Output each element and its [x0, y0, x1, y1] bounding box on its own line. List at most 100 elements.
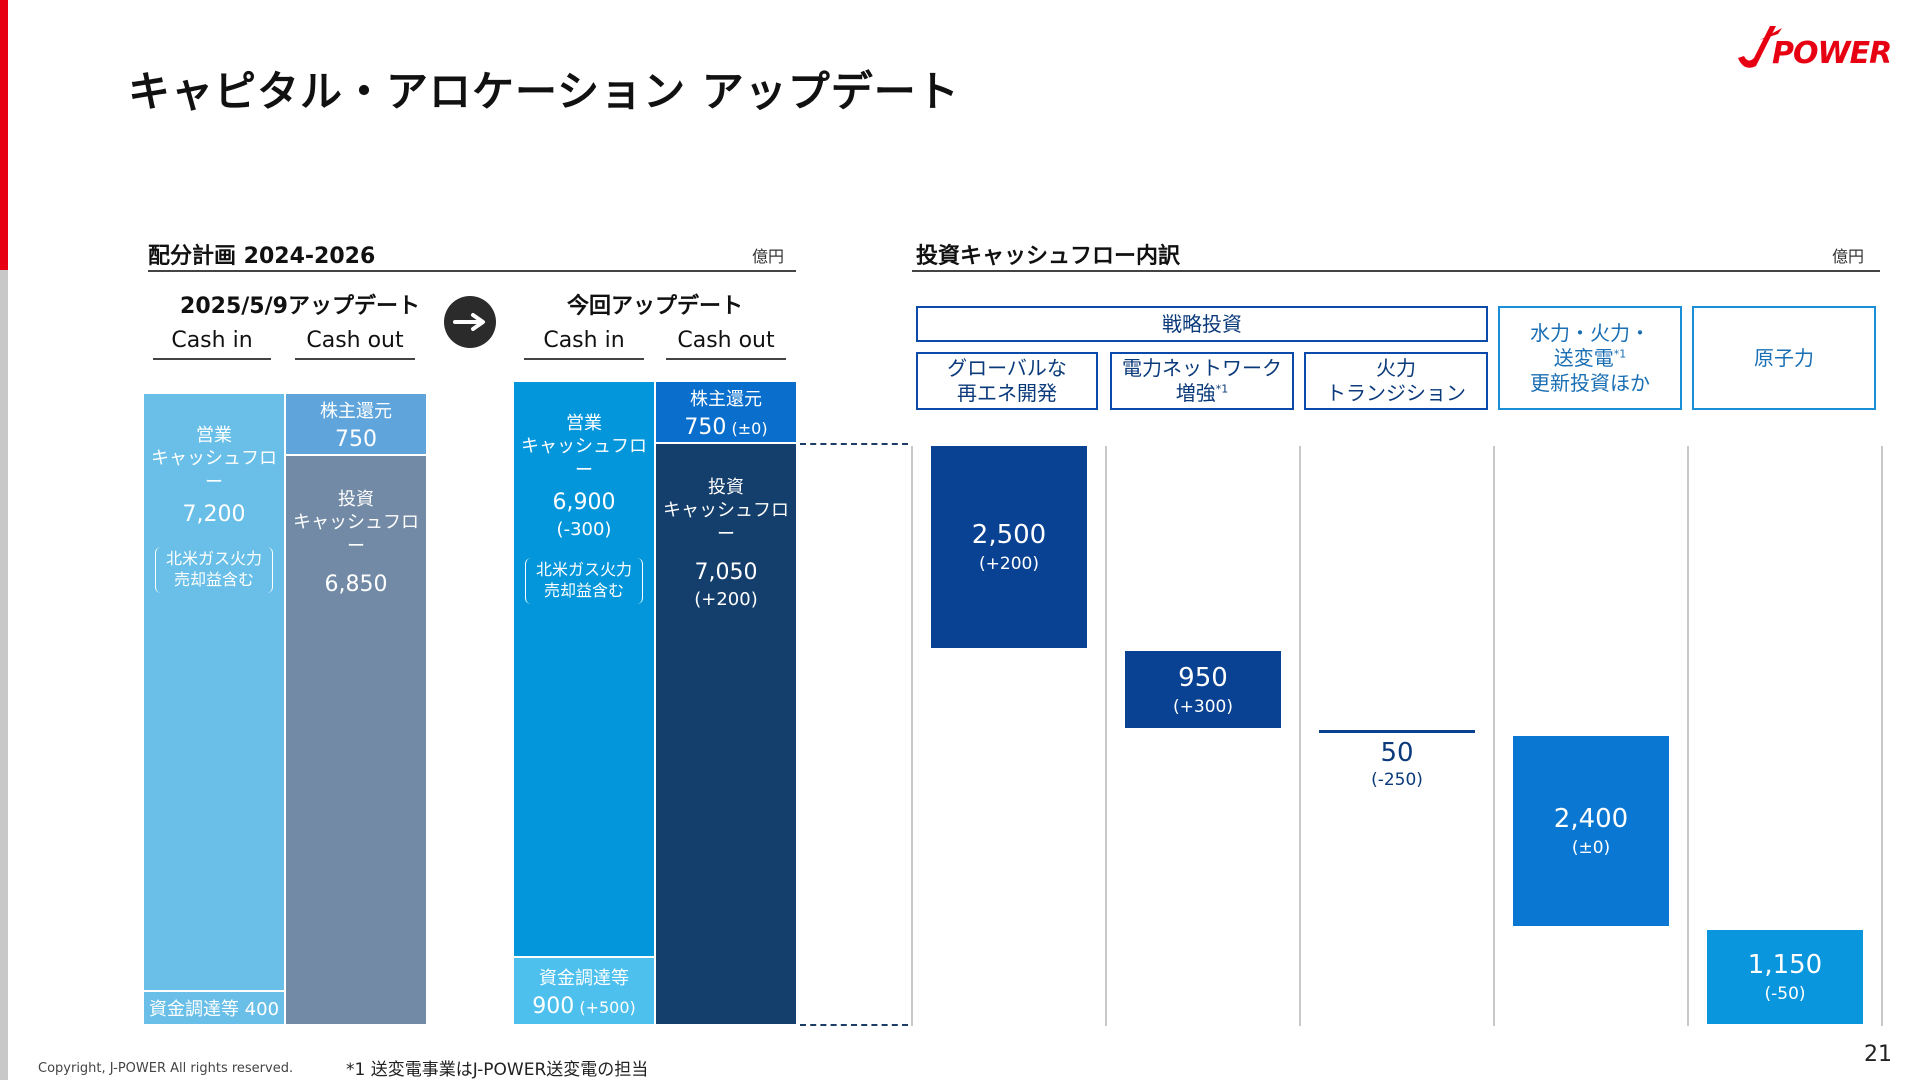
copyright: Copyright, J-POWER All rights reserved.	[38, 1061, 294, 1076]
prev-operating-cf-note: 北米ガス火力 売却益含む	[154, 547, 273, 593]
category-4-line3: 更新投資ほか	[1530, 370, 1650, 395]
left-section-title: 配分計画 2024-2026	[148, 244, 376, 269]
strategic-investment-label: 戦略投資	[1162, 311, 1242, 336]
left-section-rule	[148, 270, 796, 272]
waterfall-3-value: 50	[1380, 738, 1414, 768]
page-title: キャピタル・アロケーション アップデート	[128, 67, 960, 116]
category-1-line2: 再エネ開発	[957, 381, 1057, 405]
prev-cash-out-header: Cash out	[306, 328, 404, 353]
category-renewal-investment: 水力・火力・ 送変電*1 更新投資ほか	[1498, 306, 1682, 410]
current-shareholder-delta: (±0)	[731, 418, 768, 438]
category-4-line2: 送変電	[1553, 345, 1614, 370]
current-note-line2: 売却益含む	[543, 580, 624, 600]
right-unit: 億円	[1832, 247, 1865, 266]
waterfall-bar-nuclear: 1,150 (-50)	[1707, 930, 1863, 1024]
category-power-network: 電力ネットワーク 増強*1	[1110, 352, 1294, 410]
current-funding-delta: (+500)	[579, 997, 636, 1017]
waterfall-2-delta: (+300)	[1173, 696, 1233, 717]
prev-note-line2: 売却益含む	[173, 569, 254, 589]
category-2-sup: *1	[1215, 382, 1229, 396]
waterfall-2-value: 950	[1178, 662, 1228, 693]
current-funding-label: 資金調達等	[539, 967, 629, 989]
waterfall-4-delta: (±0)	[1571, 838, 1611, 858]
prev-shareholder-value: 750	[335, 426, 377, 452]
prev-cash-in-header: Cash in	[171, 328, 253, 353]
j-power-logo: POWER	[1730, 24, 1900, 78]
category-4-line1: 水力・火力・	[1530, 320, 1650, 345]
category-4-sup: *1	[1613, 346, 1627, 360]
current-operating-cf-note: 北米ガス火力 売却益含む	[524, 558, 643, 604]
gridline-6	[1881, 446, 1883, 1026]
side-bar	[0, 270, 8, 1080]
waterfall-4-value: 2,400	[1553, 804, 1629, 834]
current-investment-value: 7,050	[694, 560, 758, 586]
gridline-2	[1105, 446, 1107, 1026]
current-heading: 今回アップデート	[566, 294, 743, 319]
dashed-connector-top	[800, 443, 908, 445]
current-cash-out-underline	[666, 358, 786, 360]
j-power-logo-icon	[1738, 26, 1782, 68]
category-2-line2: 増強	[1175, 381, 1216, 405]
waterfall-1-delta: (+200)	[979, 554, 1039, 574]
current-investment-delta: (+200)	[694, 589, 758, 611]
current-operating-cf-delta: (-300)	[556, 519, 612, 541]
current-operating-cf-bar: 営業 キャッシュフロー 6,900 (-300) 北米ガス火力 売却益含む	[514, 382, 654, 956]
waterfall-bar-renewal-investment: 2,400 (±0)	[1513, 736, 1669, 926]
current-investment-label1: 投資	[708, 477, 744, 498]
prev-operating-cf-value: 7,200	[182, 502, 246, 528]
prev-cash-out-underline	[295, 358, 415, 360]
gridline-1	[911, 446, 913, 1026]
strategic-investment-header: 戦略投資	[916, 306, 1488, 342]
current-cash-in-header: Cash in	[543, 328, 625, 353]
current-shareholder-bar: 株主還元 750 (±0)	[656, 382, 796, 442]
prev-investment-label2: キャッシュフロー	[293, 512, 419, 557]
category-5-line1: 原子力	[1754, 345, 1814, 370]
category-nuclear: 原子力	[1692, 306, 1876, 410]
logo-text: POWER	[1772, 36, 1892, 71]
footnote: *1 送変電事業はJ-POWER送変電の担当	[346, 1060, 649, 1080]
page-number: 21	[1864, 1042, 1892, 1067]
waterfall-3-labels: 50 (-250)	[1319, 738, 1475, 790]
prev-funding-bar: 資金調達等 400	[144, 992, 284, 1024]
waterfall-5-value: 1,150	[1747, 950, 1823, 980]
waterfall-bar-global-renewables: 2,500 (+200)	[931, 446, 1087, 648]
waterfall-bar-thermal-transition	[1319, 730, 1475, 733]
current-investment-label2: キャッシュフロー	[663, 500, 789, 545]
current-shareholder-value: 750	[684, 414, 727, 440]
current-investment-bar: 投資 キャッシュフロー 7,050 (+200)	[656, 444, 796, 1024]
waterfall-bar-power-network: 950 (+300)	[1125, 651, 1281, 728]
waterfall-3-delta: (-250)	[1371, 770, 1423, 790]
prev-investment-bar: 投資 キャッシュフロー 6,850	[286, 456, 426, 1024]
prev-funding-label: 資金調達等 400	[148, 999, 280, 1020]
prev-operating-cf-label2: キャッシュフロー	[151, 448, 277, 493]
current-funding-bar: 資金調達等 900 (+500)	[514, 958, 654, 1024]
current-operating-cf-label1: 営業	[566, 413, 602, 434]
prev-shareholder-bar: 株主還元 750	[286, 394, 426, 454]
prev-note-line1: 北米ガス火力	[165, 549, 262, 569]
category-thermal-transition: 火力 トランジション	[1304, 352, 1488, 410]
category-3-line1: 火力	[1376, 356, 1416, 380]
current-shareholder-label: 株主還元	[690, 388, 762, 410]
prev-investment-value: 6,850	[324, 572, 388, 598]
gridline-4	[1493, 446, 1495, 1026]
current-operating-cf-label2: キャッシュフロー	[521, 436, 647, 481]
waterfall-1-value: 2,500	[971, 520, 1047, 550]
prev-heading: 2025/5/9アップデート	[180, 294, 420, 319]
category-2-line1: 電力ネットワーク	[1122, 356, 1282, 380]
current-cash-out-header: Cash out	[677, 328, 775, 353]
left-unit: 億円	[752, 247, 785, 266]
category-3-line2: トランジション	[1326, 381, 1466, 405]
dashed-connector-bottom	[800, 1024, 908, 1026]
gridline-5	[1687, 446, 1689, 1026]
current-cash-in-underline	[524, 358, 644, 360]
right-section-title: 投資キャッシュフロー内訳	[916, 244, 1181, 269]
prev-investment-label1: 投資	[338, 489, 374, 510]
current-note-line1: 北米ガス火力	[535, 560, 632, 580]
prev-cash-in-underline	[153, 358, 271, 360]
waterfall-5-delta: (-50)	[1764, 984, 1806, 1004]
category-1-line1: グローバルな	[947, 356, 1067, 380]
prev-shareholder-label: 株主還元	[320, 400, 392, 422]
prev-operating-cf-bar: 営業 キャッシュフロー 7,200 北米ガス火力 売却益含む	[144, 394, 284, 990]
right-section-rule	[912, 270, 1880, 272]
category-global-renewables: グローバルな 再エネ開発	[916, 352, 1098, 410]
